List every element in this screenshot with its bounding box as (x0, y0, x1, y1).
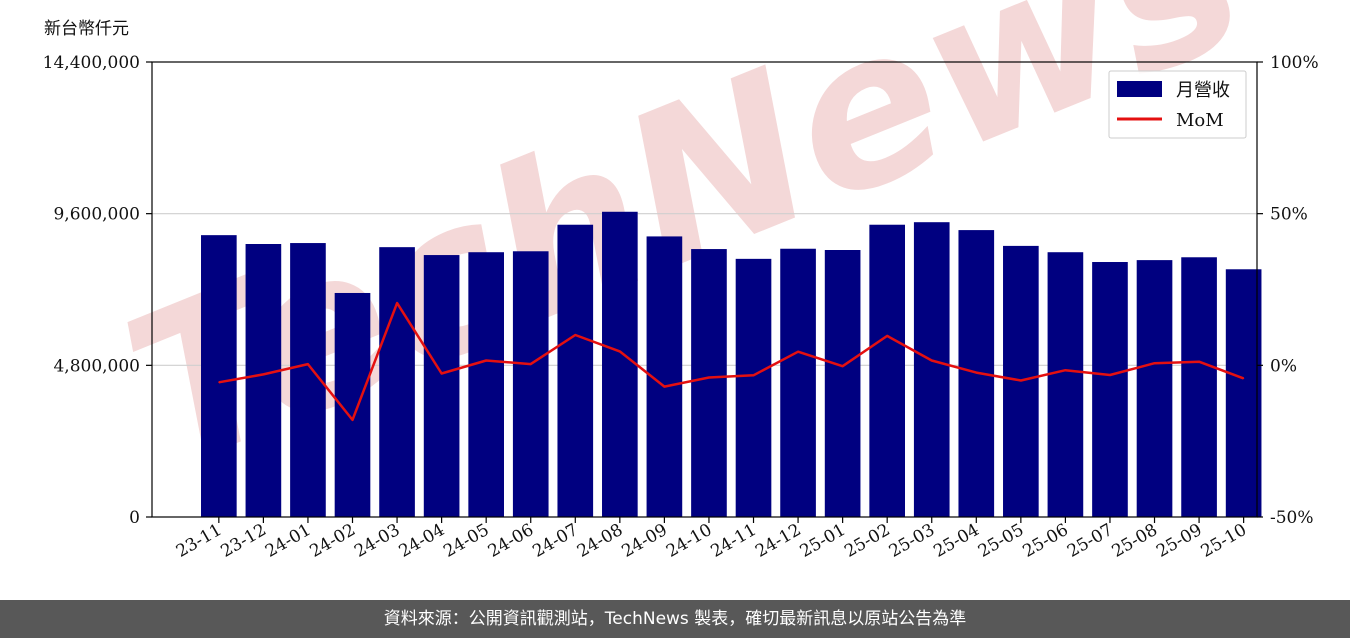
x-tick-label: 24-03 (351, 520, 403, 562)
revenue-bar (735, 258, 772, 517)
mom-point (574, 334, 576, 336)
x-tick-label: 24-07 (529, 520, 581, 562)
mom-point (975, 372, 977, 374)
x-tick-label: 25-08 (1109, 520, 1161, 562)
revenue-bar (1225, 269, 1262, 517)
revenue-bar (869, 224, 906, 517)
mom-point (1153, 362, 1156, 364)
y-right-tick-label: 50% (1270, 205, 1308, 225)
x-tick-label: 24-11 (708, 520, 760, 562)
revenue-bar (780, 248, 816, 518)
legend-bar-swatch (1117, 81, 1162, 97)
x-tick-label: 24-06 (485, 520, 537, 562)
mom-point (619, 350, 621, 352)
revenue-chart: TechNews 04,800,0009,600,00014,400,000-5… (43, 0, 1319, 562)
legend-label-mom: MoM (1176, 110, 1224, 131)
y-left-tick-label: 9,600,000 (53, 205, 140, 225)
x-tick-label: 25-10 (1198, 520, 1250, 562)
mom-point (218, 381, 220, 383)
y-left-tick-label: 0 (129, 508, 140, 528)
revenue-bar (423, 255, 460, 517)
revenue-bar (512, 251, 549, 517)
mom-point (262, 373, 264, 376)
mom-point (441, 372, 443, 375)
mom-point (931, 359, 933, 362)
y-right-tick-label: 100% (1270, 53, 1319, 73)
x-tick-label: 23-11 (173, 520, 225, 562)
y-right-tick-label: -50% (1270, 508, 1314, 528)
mom-point (1198, 361, 1200, 363)
x-tick-label: 24-12 (752, 520, 804, 562)
legend: 月營收 MoM (1108, 70, 1247, 139)
x-tick-label: 24-10 (663, 520, 715, 562)
x-tick-label: 25-09 (1153, 520, 1205, 562)
revenue-bar (602, 211, 638, 518)
mom-point (1020, 379, 1022, 382)
x-tick-label: 25-06 (1019, 520, 1071, 562)
y-left-tick-label: 4,800,000 (53, 356, 140, 376)
revenue-bar (1181, 257, 1217, 517)
x-tick-label: 25-01 (797, 520, 849, 562)
x-tick-label: 24-04 (396, 520, 448, 562)
plot-frame (151, 61, 1258, 518)
mom-point (1064, 369, 1067, 371)
x-tick-label: 25-03 (886, 520, 938, 562)
legend-label-revenue: 月營收 (1176, 80, 1230, 101)
mom-line-series (218, 301, 1245, 422)
mom-line (218, 301, 1245, 422)
mom-point (396, 302, 398, 304)
y-right-tick-label: 0% (1270, 356, 1297, 376)
revenue-bar (824, 250, 861, 517)
mom-point (708, 376, 710, 379)
x-tick-label: 24-05 (440, 520, 492, 562)
mom-point (797, 351, 799, 353)
revenue-bar (1092, 262, 1128, 517)
revenue-bar (245, 244, 282, 517)
mom-point (307, 363, 309, 365)
x-tick-label: 24-08 (574, 520, 626, 562)
mom-point (1109, 374, 1111, 376)
mom-point (1243, 377, 1245, 379)
revenue-bar (1047, 252, 1084, 517)
mom-point (842, 365, 844, 367)
mom-point (530, 363, 532, 365)
x-tick-label: 25-04 (930, 520, 982, 562)
revenue-bar (1136, 260, 1173, 517)
mom-point (351, 419, 354, 421)
x-tick-label: 24-01 (262, 520, 314, 562)
y-left-tick-label: 14,400,000 (43, 53, 140, 73)
x-tick-label: 25-07 (1064, 520, 1116, 562)
x-tick-label: 24-09 (618, 520, 670, 562)
revenue-bar (468, 252, 504, 517)
x-tick-label: 23-12 (217, 520, 269, 562)
x-tick-label: 25-02 (841, 520, 893, 562)
x-tick-label: 25-05 (975, 520, 1027, 562)
y-axis-unit-label: 新台幣仟元 (44, 19, 129, 39)
mom-point (886, 335, 888, 337)
mom-point (752, 374, 755, 376)
mom-point (663, 385, 665, 388)
revenue-bar (379, 247, 415, 517)
revenue-bar (913, 222, 950, 517)
source-footer: 資料來源：公開資訊觀測站，TechNews 製表，確切最新訊息以原站公告為準 (0, 600, 1350, 638)
mom-point (485, 359, 487, 362)
revenue-bar (557, 224, 594, 517)
revenue-bar (201, 235, 237, 517)
x-tick-label: 24-02 (307, 520, 359, 562)
revenue-bar (691, 249, 727, 518)
